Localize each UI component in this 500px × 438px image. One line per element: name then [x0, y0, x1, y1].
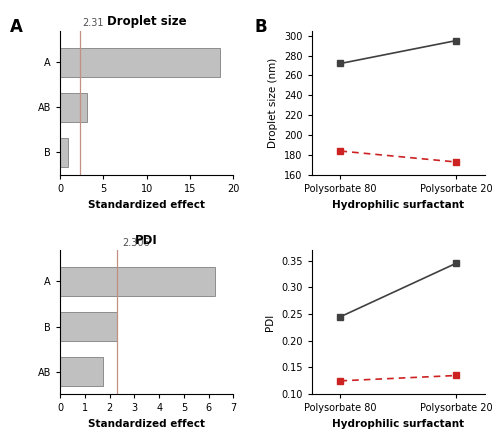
Y-axis label: PDI: PDI [266, 314, 276, 331]
Title: PDI: PDI [136, 234, 158, 247]
Y-axis label: Droplet size (nm): Droplet size (nm) [268, 58, 278, 148]
Text: B: B [255, 18, 268, 35]
Bar [60, 267, 215, 296]
X-axis label: Standardized effect: Standardized effect [88, 419, 205, 429]
Text: A: A [10, 18, 23, 35]
Text: 2.31: 2.31 [82, 18, 104, 28]
Text: 2.306: 2.306 [122, 238, 150, 247]
X-axis label: Hydrophilic surfactant: Hydrophilic surfactant [332, 199, 464, 209]
Bar [60, 357, 104, 386]
Title: Droplet size: Droplet size [107, 15, 186, 28]
Bar [60, 93, 87, 122]
X-axis label: Standardized effect: Standardized effect [88, 199, 205, 209]
Bar [60, 312, 117, 341]
X-axis label: Hydrophilic surfactant: Hydrophilic surfactant [332, 419, 464, 429]
Bar [60, 138, 68, 167]
Bar [60, 48, 220, 77]
